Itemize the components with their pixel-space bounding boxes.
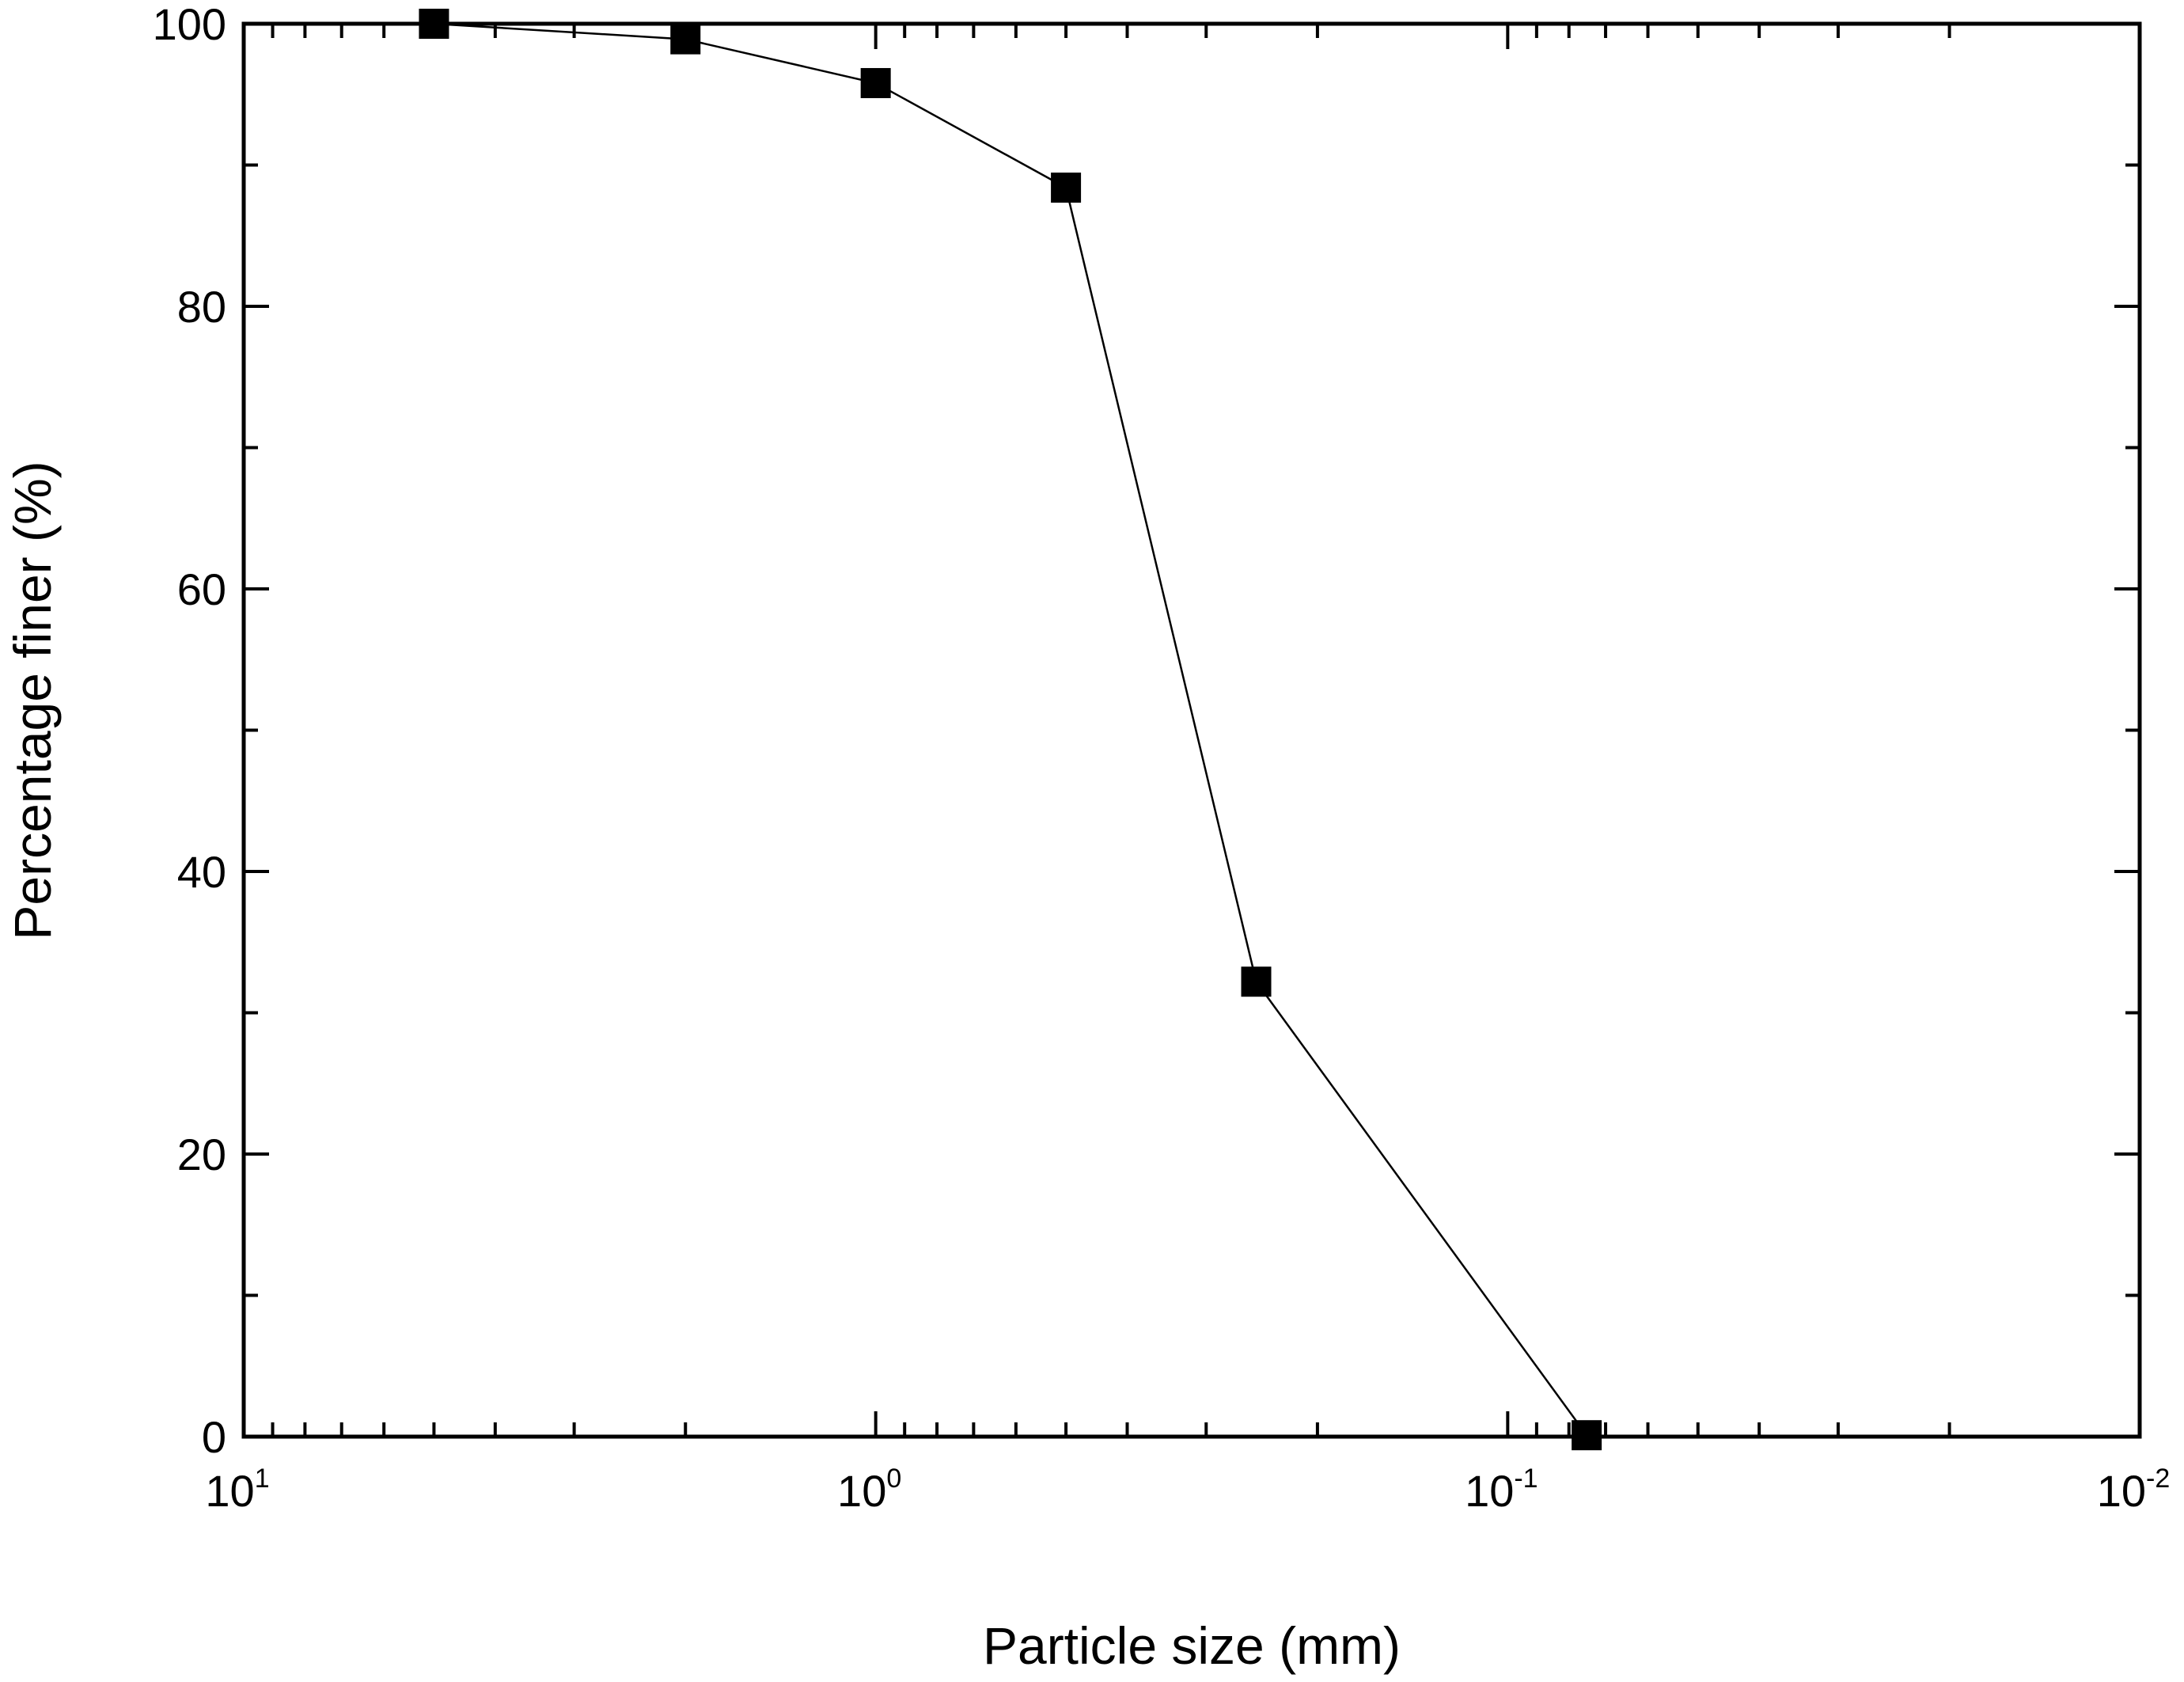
x-tick-label: 101 [205,1464,269,1516]
y-tick-label: 20 [177,1130,226,1179]
x-tick-base: 10 [205,1466,254,1516]
series-line [434,22,1588,1436]
x-tick-label: 100 [837,1464,901,1516]
plot-frame [241,21,2142,1439]
x-tick-label: 10-1 [1465,1464,1538,1516]
x-tick-label: 10-2 [2097,1464,2171,1516]
axis-ticks [242,22,2141,1438]
x-tick-base: 10 [2097,1466,2146,1516]
y-tick-label: 80 [177,282,226,332]
x-tick-base: 10 [837,1466,886,1516]
data-point-square [1051,173,1082,203]
data-point-square [670,24,701,55]
x-tick-base: 10 [1465,1466,1514,1516]
data-point-square [860,67,891,98]
x-tick-exponent: -1 [1514,1464,1538,1494]
y-tick-label: 40 [177,847,226,897]
y-tick-label: 60 [177,564,226,614]
data-series [419,9,1602,1451]
x-tick-exponent: 1 [255,1464,270,1494]
x-tick-exponent: 0 [886,1464,901,1494]
y-tick-label: 0 [202,1412,226,1462]
x-axis-title: Particle size (mm) [983,1616,1401,1675]
x-tick-exponent: -2 [2146,1464,2170,1494]
y-tick-label: 100 [153,0,226,49]
y-axis-title: Percentage finer (%) [3,461,62,940]
data-point-square [1241,966,1272,997]
